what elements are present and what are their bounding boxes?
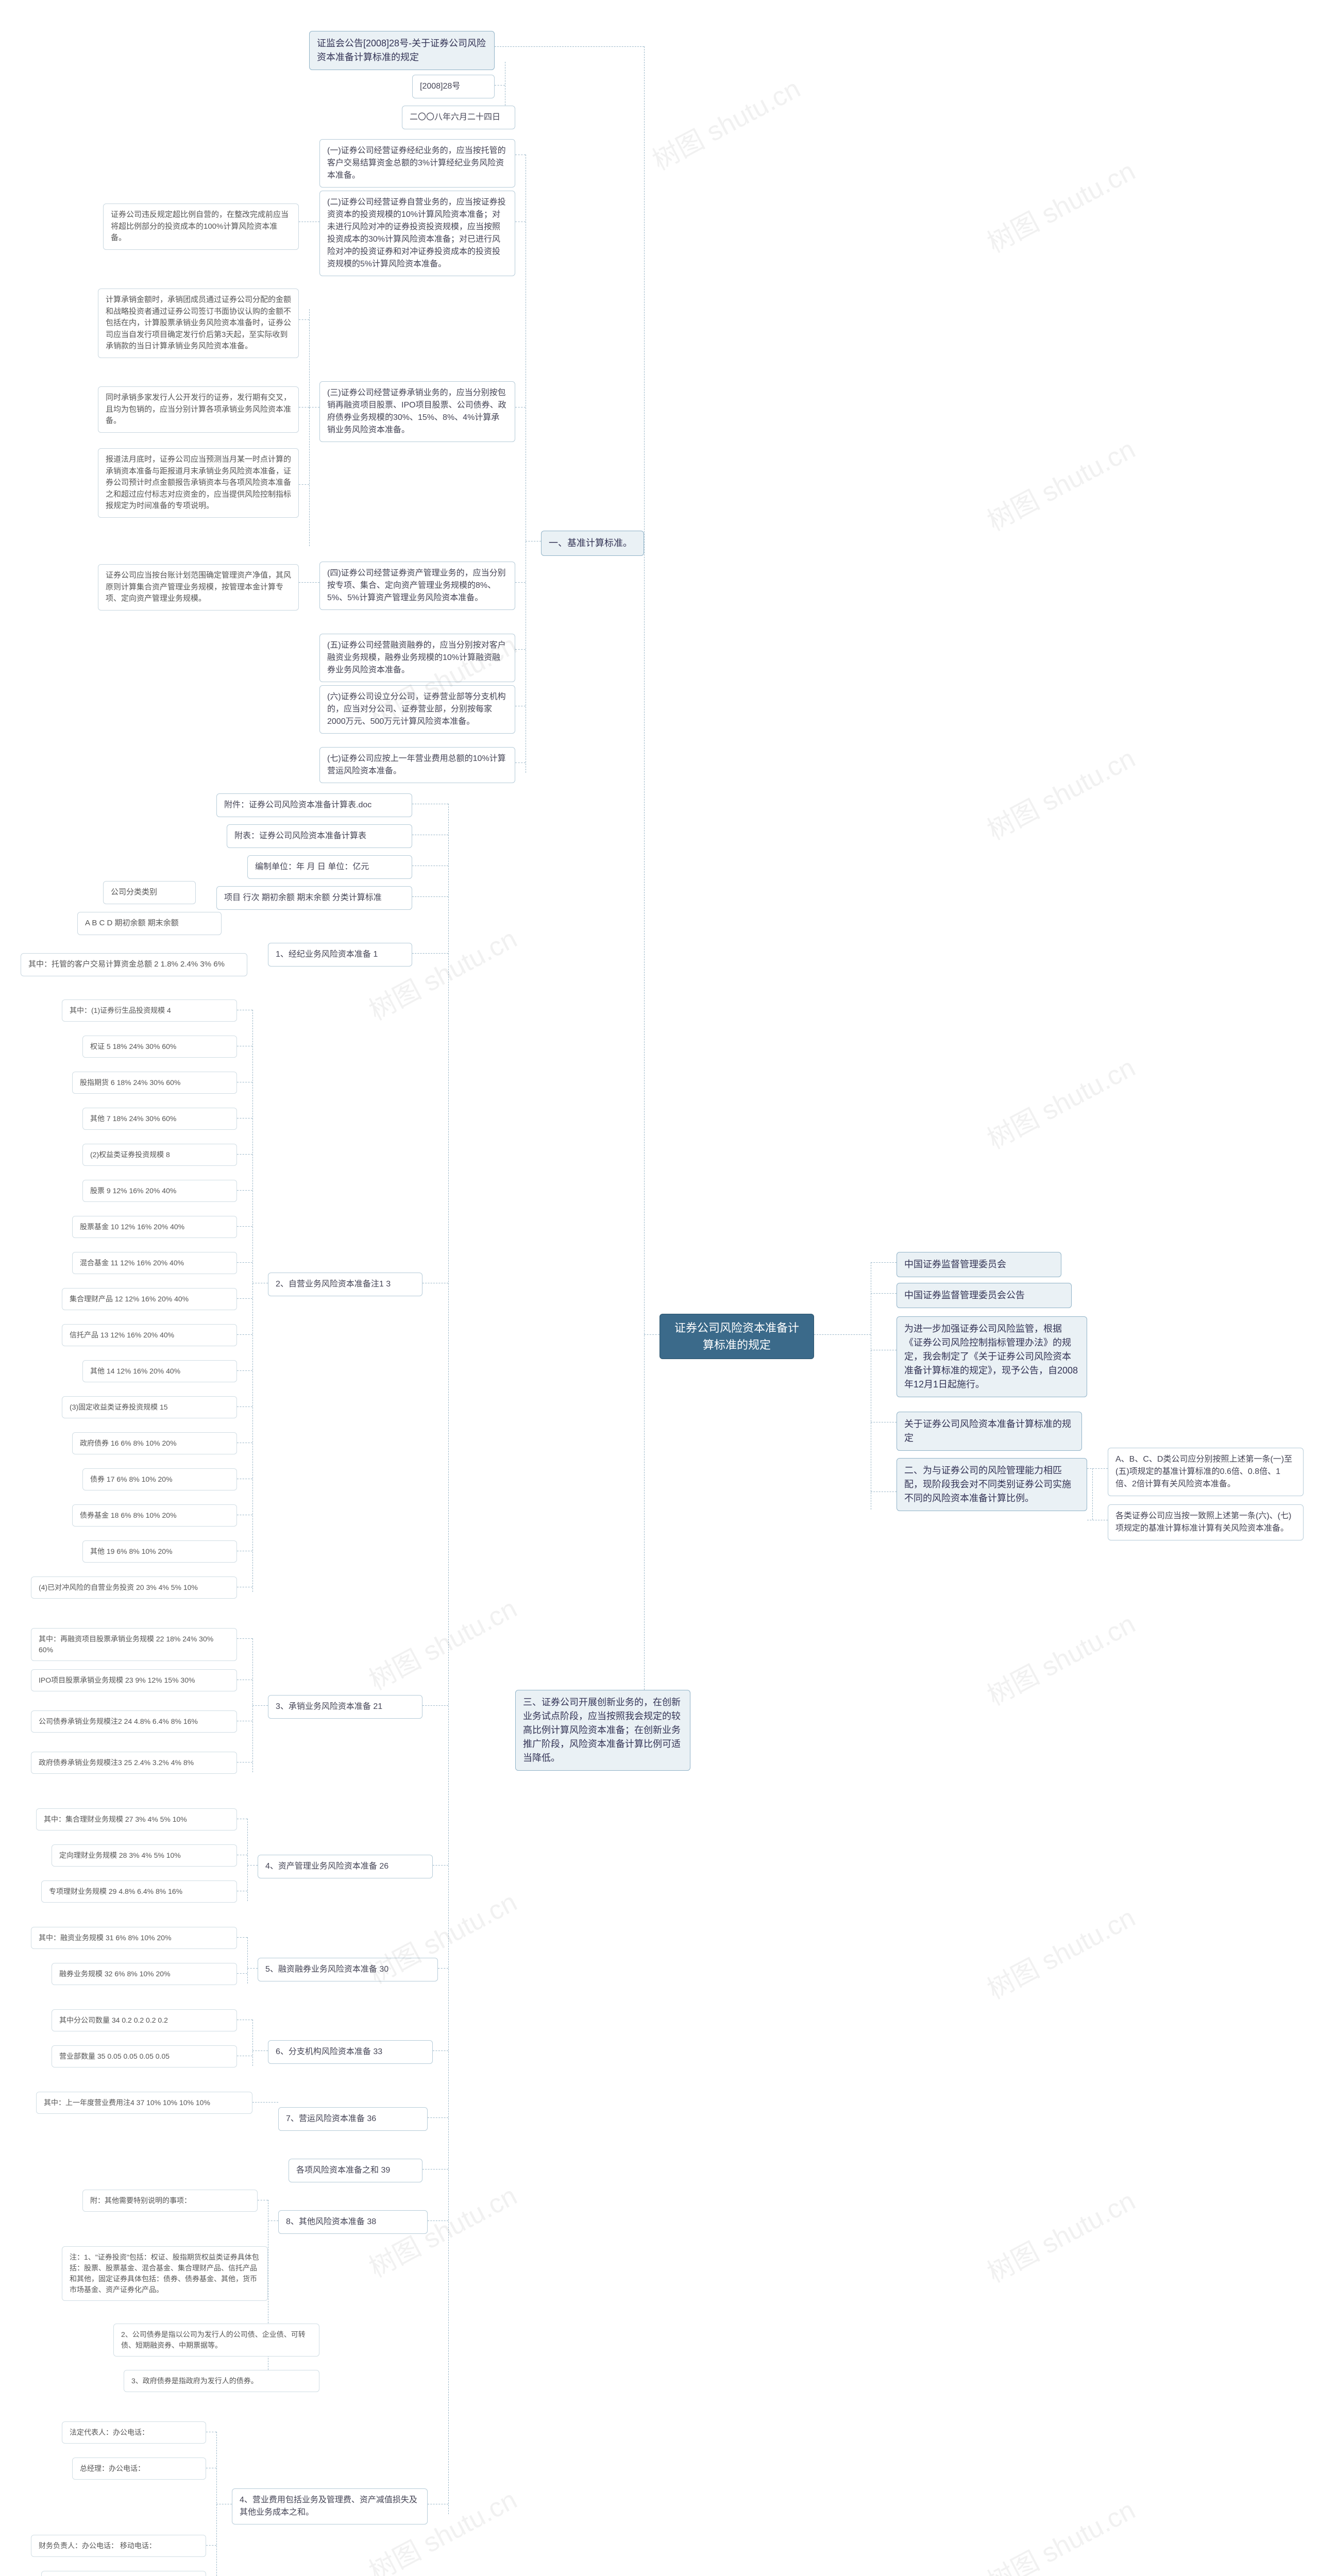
left-branch-2-child-2: 编制单位：年 月 日 单位：亿元 — [247, 855, 412, 879]
watermark: 树图 shutu.cn — [979, 2179, 1141, 2290]
watermark: 树图 shutu.cn — [979, 428, 1141, 538]
left-branch-1-child-6: (七)证券公司应按上一年营业费用总额的10%计算营运风险资本准备。 — [319, 747, 515, 783]
l2c13-leaf-3: 制表人：办公电话： 移动电话： — [41, 2571, 206, 2576]
left-branch-2-child-12: 8、其他风险资本准备 38 — [278, 2210, 428, 2234]
l2c5-leaf-16: (4)已对冲风险的自营业务投资 20 3% 4% 5% 10% — [31, 1577, 237, 1599]
left-branch-2-child-6: 3、承销业务风险资本准备 21 — [268, 1695, 422, 1719]
left-branch-1-child-2-left-2: 报道法月底时，证券公司应当预测当月某一时点计算的承销资本准备与距报道月末承销业务… — [98, 448, 299, 518]
left-branch-2-child-10: 7、营运风险资本准备 36 — [278, 2107, 428, 2131]
l2c8-leaf-1: 融券业务规模 32 6% 8% 10% 20% — [52, 1963, 237, 1985]
watermark: 树图 shutu.cn — [979, 1046, 1141, 1156]
l2c6-leaf-2: 公司债券承销业务规模注2 24 4.8% 6.4% 8% 16% — [31, 1710, 237, 1733]
l2c5-leaf-11: (3)固定收益类证券投资规模 15 — [62, 1396, 237, 1418]
watermark: 树图 shutu.cn — [979, 1896, 1141, 2006]
left-branch-2-child-11: 各项风险资本准备之和 39 — [289, 2159, 422, 2182]
l2c9-leaf-0: 其中分公司数量 34 0.2 0.2 0.2 0.2 — [52, 2009, 237, 2031]
l2c5-leaf-4: (2)权益类证券投资规模 8 — [82, 1144, 237, 1166]
watermark: 树图 shutu.cn — [979, 737, 1141, 847]
l2c6-leaf-1: IPO项目股票承销业务规模 23 9% 12% 15% 30% — [31, 1669, 237, 1691]
l2c7-leaf-1: 定向理财业务规模 28 3% 4% 5% 10% — [52, 1844, 237, 1867]
left-branch-1-child-2-left-1: 同时承销多家发行人公开发行的证券，发行期有交叉，且均为包销的，应当分别计算各项承… — [98, 386, 299, 433]
left-branch-2-child-5: 2、自营业务风险资本准备注1 3 — [268, 1273, 422, 1296]
l2c5-leaf-15: 其他 19 6% 8% 10% 20% — [82, 1540, 237, 1563]
l2c5-leaf-0: 其中：(1)证券衍生品投资规模 4 — [62, 999, 237, 1022]
l2c5-leaf-12: 政府债券 16 6% 8% 10% 20% — [72, 1432, 237, 1454]
right-branch-2: 为进一步加强证券公司风险监管，根据《证券公司风险控制指标管理办法》的规定，我会制… — [897, 1316, 1087, 1397]
l2c13-leaf-2: 财务负责人：办公电话： 移动电话： — [31, 2535, 206, 2557]
watermark: 树图 shutu.cn — [979, 149, 1141, 260]
left-branch-2-child-3-left-1: A B C D 期初余额 期末余额 — [77, 912, 222, 935]
left-branch-0: 证监会公告[2008]28号-关于证券公司风险资本准备计算标准的规定 — [309, 31, 495, 70]
l2c5-leaf-9: 信托产品 13 12% 16% 20% 40% — [62, 1324, 237, 1346]
l2c9-leaf-1: 营业部数量 35 0.05 0.05 0.05 0.05 — [52, 2045, 237, 2067]
right-branch-0: 中国证券监督管理委员会 — [897, 1252, 1061, 1277]
l2c8-leaf-0: 其中：融资业务规模 31 6% 8% 10% 20% — [31, 1927, 237, 1949]
l2c5-leaf-5: 股票 9 12% 16% 20% 40% — [82, 1180, 237, 1202]
left-branch-1-child-4: (五)证券公司经营融资融券的，应当分别按对客户融资业务规模，融券业务规模的10%… — [319, 634, 515, 682]
right-branch-3: 关于证券公司风险资本准备计算标准的规定 — [897, 1412, 1082, 1451]
left-branch-1-child-1: (二)证券公司经营证券自营业务的，应当按证券投资资本的投资规模的10%计算风险资… — [319, 191, 515, 276]
left-branch-0-child-1: 二〇〇八年六月二十四日 — [402, 106, 515, 129]
watermark: 树图 shutu.cn — [979, 1602, 1141, 1713]
watermark: 树图 shutu.cn — [979, 2488, 1141, 2576]
watermark: 树图 shutu.cn — [361, 917, 522, 1027]
l2c5-leaf-13: 债券 17 6% 8% 10% 20% — [82, 1468, 237, 1490]
left-branch-2-child-4-left-0: 其中：托管的客户交易计算资金总额 2 1.8% 2.4% 3% 6% — [21, 953, 247, 976]
l2c12-leaf-2: 2、公司债券是指以公司为发行人的公司债、企业债、可转债、短期融资券、中期票据等。 — [113, 2324, 319, 2357]
l2c12-leaf-3: 3、政府债券是指政府为发行人的债券。 — [124, 2370, 319, 2392]
left-branch-1: 一、基准计算标准。 — [541, 531, 644, 556]
right-branch-4: 二、为与证券公司的风险管理能力相匹配，现阶段我会对不同类别证券公司实施不同的风险… — [897, 1458, 1087, 1511]
right-branch-4-child-0: A、B、C、D类公司应分别按照上述第一条(一)至(五)项规定的基准计算标准的0.… — [1108, 1448, 1304, 1496]
l2c12-leaf-0: 附：其他需要特别说明的事项： — [82, 2190, 258, 2212]
l2c5-leaf-6: 股票基金 10 12% 16% 20% 40% — [72, 1216, 237, 1238]
l2c13-leaf-0: 法定代表人：办公电话： — [62, 2421, 206, 2444]
left-branch-2-child-13: 4、营业费用包括业务及管理费、资产减值损失及其他业务成本之和。 — [232, 2488, 428, 2524]
l2c7-leaf-0: 其中：集合理财业务规模 27 3% 4% 5% 10% — [36, 1808, 237, 1831]
left-branch-2-child-3-left-0: 公司分类类别 — [103, 881, 196, 904]
l2c7-leaf-2: 专项理财业务规模 29 4.8% 6.4% 8% 16% — [41, 1880, 237, 1903]
root-node: 证券公司风险资本准备计 算标准的规定 — [660, 1314, 814, 1359]
l2c5-leaf-10: 其他 14 12% 16% 20% 40% — [82, 1360, 237, 1382]
l2c10-leaf-0: 其中：上一年度营业费用注4 37 10% 10% 10% 10% — [36, 2092, 252, 2114]
left-branch-1-child-5: (六)证券公司设立分公司，证券营业部等分支机构的，应当对分公司、证券营业部，分别… — [319, 685, 515, 734]
left-branch-1-child-3: (四)证券公司经营证券资产管理业务的，应当分别按专项、集合、定向资产管理业务规模… — [319, 562, 515, 610]
l2c6-leaf-3: 政府债券承销业务规模注3 25 2.4% 3.2% 4% 8% — [31, 1752, 237, 1774]
left-branch-2: 三、证券公司开展创新业务的，在创新业务试点阶段，应当按照我会规定的较高比例计算风… — [515, 1690, 690, 1771]
left-branch-2-child-1: 附表：证券公司风险资本准备计算表 — [227, 824, 412, 848]
left-branch-2-child-0: 附件：证券公司风险资本准备计算表.doc — [216, 793, 412, 817]
l2c5-leaf-2: 股指期货 6 18% 24% 30% 60% — [72, 1072, 237, 1094]
l2c12-leaf-1: 注：1、"证券投资"包括：权证、股指期货权益类证券具体包括：股票、股票基金、混合… — [62, 2246, 268, 2301]
left-branch-1-child-1-left-0: 证券公司违反规定超比例自营的，在整改完成前应当将超比例部分的投资成本的100%计… — [103, 204, 299, 250]
l2c6-leaf-0: 其中：再融资项目股票承销业务规模 22 18% 24% 30% 60% — [31, 1628, 237, 1661]
left-branch-0-child-0: [2008]28号 — [412, 75, 495, 98]
l2c5-leaf-8: 集合理财产品 12 12% 16% 20% 40% — [62, 1288, 237, 1310]
l2c5-leaf-1: 权证 5 18% 24% 30% 60% — [82, 1036, 237, 1058]
left-branch-2-child-9: 6、分支机构风险资本准备 33 — [268, 2040, 433, 2064]
right-branch-1: 中国证券监督管理委员会公告 — [897, 1283, 1072, 1308]
right-branch-4-child-1: 各类证券公司应当按一致照上述第一条(六)、(七)项规定的基准计算标准计算有关风险… — [1108, 1504, 1304, 1540]
watermark: 树图 shutu.cn — [361, 1587, 522, 1697]
l2c5-leaf-7: 混合基金 11 12% 16% 20% 40% — [72, 1252, 237, 1274]
left-branch-2-child-7: 4、资产管理业务风险资本准备 26 — [258, 1855, 433, 1878]
left-branch-1-child-3-left-0: 证券公司应当按台账计划范围确定管理资产净值，其风原则计算集合资产管理业务规模，按… — [98, 564, 299, 611]
left-branch-2-child-4: 1、经纪业务风险资本准备 1 — [268, 943, 412, 967]
left-branch-2-child-3: 项目 行次 期初余额 期末余额 分类计算标准 — [216, 886, 412, 910]
left-branch-1-child-2-left-0: 计算承销金额时，承销团成员通过证券公司分配的金额和战略投资者通过证券公司签订书面… — [98, 289, 299, 358]
left-branch-2-child-8: 5、融资融券业务风险资本准备 30 — [258, 1958, 438, 1981]
mindmap-canvas: 证券公司风险资本准备计 算标准的规定 中国证券监督管理委员会 中国证券监督管理委… — [0, 0, 1319, 2576]
l2c5-leaf-14: 债券基金 18 6% 8% 10% 20% — [72, 1504, 237, 1527]
watermark: 树图 shutu.cn — [645, 67, 806, 177]
left-branch-1-child-0: (一)证券公司经营证券经纪业务的，应当按托管的客户交易结算资金总额的3%计算经纪… — [319, 139, 515, 188]
left-branch-1-child-2: (三)证券公司经营证券承销业务的，应当分别按包销再融资项目股票、IPO项目股票、… — [319, 381, 515, 442]
l2c5-leaf-3: 其他 7 18% 24% 30% 60% — [82, 1108, 237, 1130]
l2c13-leaf-1: 总经理：办公电话： — [72, 2458, 206, 2480]
